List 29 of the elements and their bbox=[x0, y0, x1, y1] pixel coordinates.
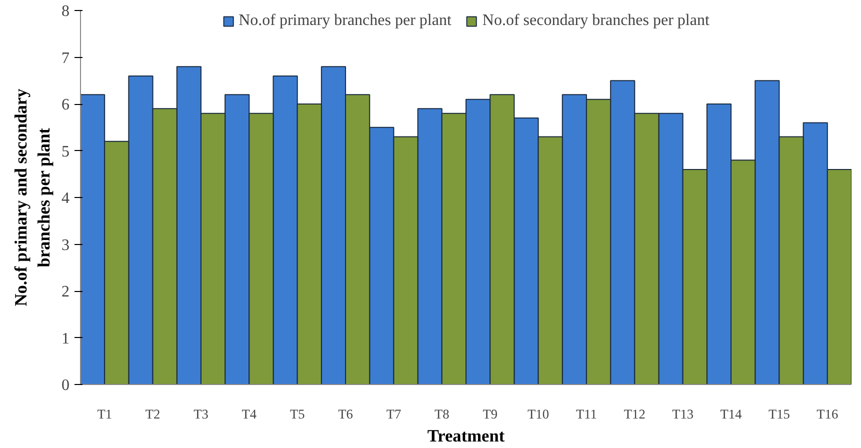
x-tick-label: T9 bbox=[482, 406, 498, 422]
y-tick-label: 1 bbox=[62, 330, 70, 348]
x-tick-label: T11 bbox=[576, 406, 597, 422]
y-tick-label: 2 bbox=[62, 284, 70, 300]
x-tick-label: T1 bbox=[97, 406, 112, 422]
x-tick-label: T8 bbox=[434, 406, 450, 422]
x-tick-label: T15 bbox=[768, 406, 790, 422]
y-tick-label: 0 bbox=[62, 377, 70, 394]
y-tick-label: 7 bbox=[62, 50, 70, 67]
x-tick-label: T13 bbox=[672, 406, 694, 422]
x-tick-label: T5 bbox=[290, 406, 306, 422]
legend-label: No.of primary branches per plant bbox=[238, 12, 452, 30]
x-tick-label: T4 bbox=[242, 406, 257, 422]
x-tick-label: T10 bbox=[528, 406, 550, 422]
x-tick-label: T6 bbox=[338, 406, 354, 422]
y-tick-label: 4 bbox=[62, 190, 70, 207]
x-axis-title: Treatment bbox=[427, 426, 505, 446]
x-tick-label: T14 bbox=[720, 406, 742, 422]
x-tick-label: T12 bbox=[624, 406, 646, 422]
x-tick-label: T16 bbox=[816, 406, 838, 422]
y-tick-label: 8 bbox=[62, 3, 70, 20]
legend-label: No.of secondary branches per plant bbox=[482, 12, 710, 30]
x-tick-label: T7 bbox=[386, 406, 402, 422]
y-axis-title: No.of primary and secondary branches per plant bbox=[12, 88, 54, 306]
y-tick-label: 3 bbox=[62, 236, 70, 254]
y-tick-label: 5 bbox=[62, 143, 70, 160]
x-tick-label: T3 bbox=[194, 406, 209, 422]
x-tick-label: T2 bbox=[145, 406, 160, 422]
y-tick-label: 6 bbox=[62, 96, 70, 114]
